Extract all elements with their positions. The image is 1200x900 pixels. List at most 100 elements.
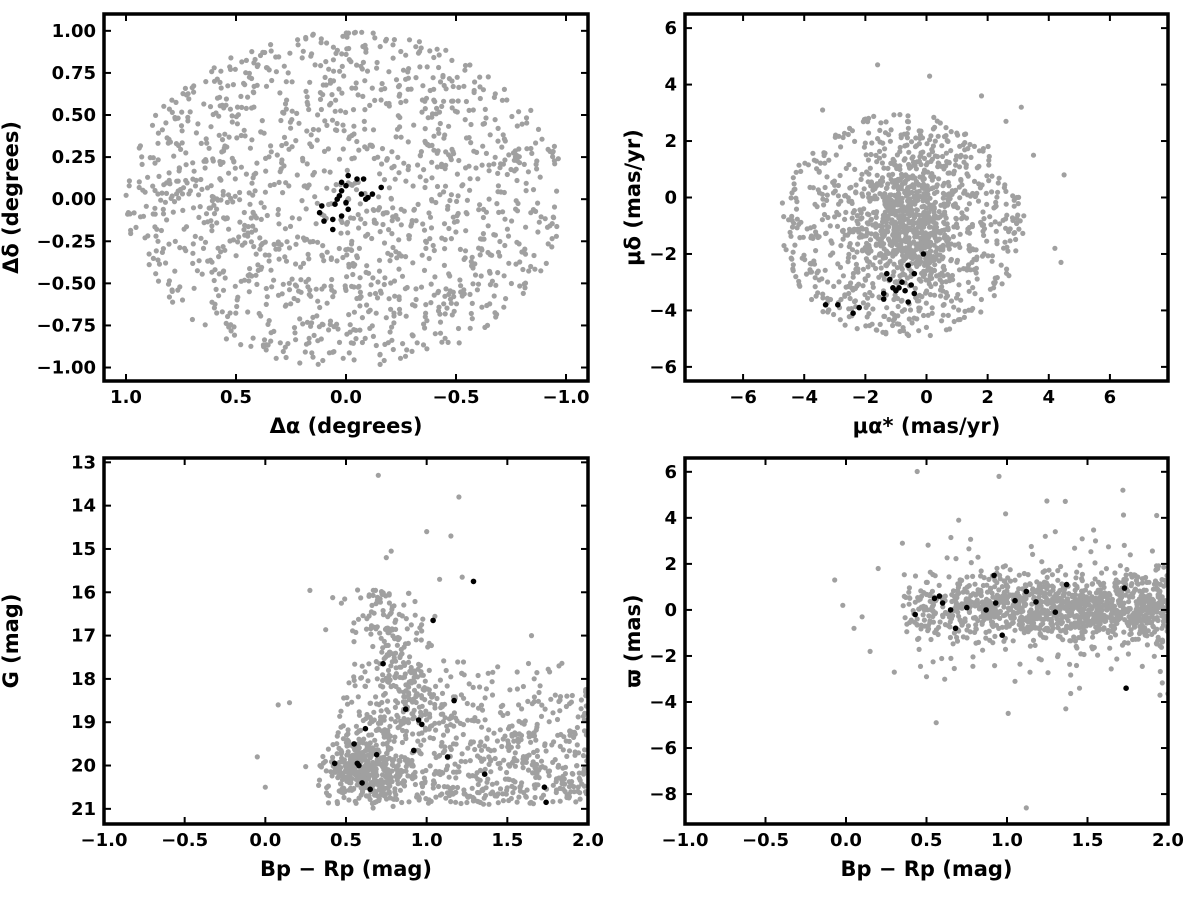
member-star-point [354, 176, 360, 182]
field-star-point [262, 252, 268, 258]
field-star-point [973, 247, 979, 253]
field-star-point [454, 74, 460, 80]
field-star-point [524, 146, 530, 152]
field-star-point [394, 255, 400, 261]
field-star-point [263, 65, 270, 71]
field-star-point [238, 164, 244, 170]
field-star-point [956, 164, 963, 170]
field-star-point [259, 264, 265, 270]
field-star-point [479, 724, 485, 730]
field-star-point [456, 84, 462, 90]
field-star-point [1159, 680, 1165, 686]
field-star-point [954, 259, 960, 265]
field-star-point [860, 300, 867, 306]
field-star-point [815, 187, 821, 193]
field-star-point [453, 301, 460, 307]
field-star-point [454, 171, 460, 177]
field-star-point [427, 48, 433, 54]
field-star-point [397, 355, 404, 361]
field-star-point [203, 79, 209, 85]
field-star-point [468, 121, 474, 128]
field-star-point [190, 241, 196, 247]
field-star-point [1068, 672, 1074, 678]
field-star-point [341, 128, 347, 134]
field-star-point [422, 725, 428, 731]
field-star-point [253, 251, 259, 257]
field-star-point [978, 296, 985, 303]
field-star-point [504, 171, 510, 178]
field-star-point [846, 226, 853, 232]
field-star-point [379, 591, 386, 598]
field-star-point [367, 796, 373, 803]
field-star-point [397, 787, 403, 793]
field-star-point [552, 161, 558, 167]
field-star-point [475, 672, 481, 679]
field-star-point [313, 286, 319, 292]
field-star-point [504, 787, 510, 794]
field-star-point [281, 134, 288, 140]
field-star-point [384, 707, 390, 713]
field-star-point [971, 143, 978, 149]
field-star-point [410, 716, 416, 722]
field-star-point [250, 210, 256, 216]
field-star-point [127, 211, 133, 217]
field-star-point [216, 113, 222, 119]
field-star-point [370, 207, 376, 213]
field-star-point [301, 183, 307, 189]
field-star-point [180, 207, 186, 213]
field-star-point [355, 92, 361, 98]
field-star-point [995, 180, 1001, 186]
field-star-point [371, 709, 377, 715]
field-star-point [864, 230, 871, 236]
field-star-point [973, 270, 979, 276]
field-star-point [953, 162, 959, 168]
field-star-point [477, 84, 483, 90]
field-star-point [401, 160, 407, 166]
field-star-point [158, 197, 164, 203]
field-star-point [433, 111, 439, 117]
member-star-point [343, 182, 349, 189]
field-star-point [813, 293, 819, 299]
field-star-point [431, 54, 437, 61]
field-star-point [532, 794, 538, 801]
field-star-point [406, 236, 412, 242]
field-star-point [1099, 570, 1105, 576]
field-star-point [900, 325, 906, 331]
field-star-point [351, 327, 357, 333]
field-star-point [249, 137, 255, 143]
field-star-point [423, 796, 429, 802]
field-star-point [475, 176, 481, 182]
field-star-point [966, 262, 972, 268]
field-star-point [457, 246, 463, 252]
field-star-point [956, 282, 962, 288]
field-star-point [899, 174, 905, 180]
field-star-point [374, 665, 380, 672]
field-star-point [932, 281, 939, 287]
field-star-point [1044, 574, 1050, 581]
field-star-point [1004, 588, 1010, 594]
field-star-point [459, 290, 465, 296]
field-star-point [471, 796, 477, 802]
field-star-point [916, 254, 922, 260]
field-star-point [427, 214, 434, 220]
field-star-point [421, 267, 428, 273]
field-star-point [492, 91, 498, 97]
field-star-point [850, 274, 856, 280]
field-star-point [525, 767, 532, 773]
field-star-point [367, 307, 373, 313]
field-star-point [545, 769, 551, 775]
field-star-point [337, 781, 344, 787]
field-star-point [520, 290, 526, 296]
field-star-point [345, 727, 351, 733]
field-star-point [986, 178, 992, 184]
field-star-point [405, 139, 411, 145]
field-star-point [821, 211, 828, 218]
member-stars [316, 172, 385, 233]
field-star-point [358, 216, 364, 222]
field-star-point [441, 221, 448, 227]
field-star-point [330, 754, 336, 761]
field-star-point [994, 275, 1000, 281]
field-star-point [334, 751, 340, 757]
field-star-point [557, 708, 563, 714]
field-star-point [461, 791, 467, 797]
